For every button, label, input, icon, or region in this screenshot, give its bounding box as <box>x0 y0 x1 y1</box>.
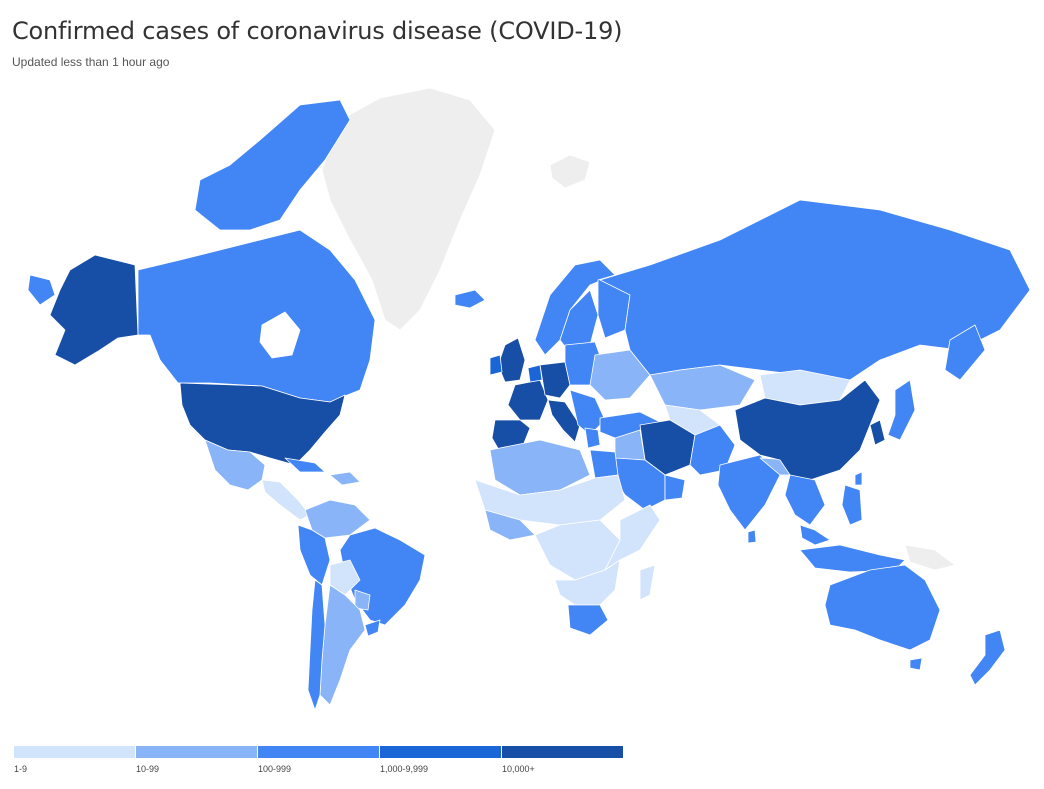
legend-swatch <box>502 746 623 758</box>
region-iceland[interactable] <box>454 289 486 309</box>
region-indochina[interactable] <box>784 474 826 526</box>
legend-item: 1-9 <box>14 746 135 774</box>
page-title: Confirmed cases of coronavirus disease (… <box>12 17 623 45</box>
region-balkans[interactable] <box>569 389 606 436</box>
legend-swatch <box>14 746 135 758</box>
region-sri-lanka[interactable] <box>747 529 757 544</box>
legend-label: 1-9 <box>14 764 28 774</box>
legend-swatch <box>380 746 501 758</box>
region-japan[interactable] <box>887 379 916 441</box>
region-bolivia[interactable] <box>329 559 361 596</box>
legend-swatch <box>258 746 379 758</box>
region-ireland[interactable] <box>489 354 503 376</box>
legend-label: 10,000+ <box>502 764 535 774</box>
region-alaska-peninsula[interactable] <box>27 274 56 306</box>
region-west-africa[interactable] <box>484 509 536 541</box>
region-north-africa[interactable] <box>489 439 591 496</box>
region-uruguay[interactable] <box>364 619 381 637</box>
region-italy[interactable] <box>547 399 581 443</box>
legend-swatch <box>136 746 257 758</box>
region-caribbean[interactable] <box>329 471 361 486</box>
region-usa[interactable] <box>179 382 346 466</box>
region-australia[interactable] <box>824 564 941 651</box>
region-new-guinea[interactable] <box>904 544 956 571</box>
region-china[interactable] <box>734 379 881 481</box>
legend: 1-9 10-99 100-999 1,000-9,999 10,000+ <box>14 746 624 774</box>
region-greece[interactable] <box>584 427 601 449</box>
legend-item: 10,000+ <box>502 746 623 774</box>
region-uk[interactable] <box>497 337 526 383</box>
region-svalbard[interactable] <box>549 154 591 189</box>
region-new-zealand[interactable] <box>969 629 1006 686</box>
region-russia-east[interactable] <box>944 324 986 381</box>
legend-item: 1,000-9,999 <box>380 746 501 774</box>
legend-label: 100-999 <box>258 764 292 774</box>
region-paraguay[interactable] <box>354 589 371 611</box>
region-hudson-bay[interactable] <box>259 311 301 359</box>
region-korea[interactable] <box>869 419 886 446</box>
update-status: Updated less than 1 hour ago <box>12 55 170 69</box>
region-east-africa[interactable] <box>604 504 661 571</box>
legend-label: 1,000-9,999 <box>380 764 429 774</box>
region-canada-arctic[interactable] <box>194 99 351 231</box>
region-southern-africa[interactable] <box>554 559 621 606</box>
region-cuba[interactable] <box>284 457 326 473</box>
region-canada[interactable] <box>137 229 376 403</box>
region-gulf-states[interactable] <box>664 474 686 501</box>
region-malaysia[interactable] <box>799 524 831 546</box>
region-madagascar[interactable] <box>639 564 656 601</box>
region-south-africa[interactable] <box>567 604 609 636</box>
region-central-america[interactable] <box>261 479 311 521</box>
legend-label: 10-99 <box>136 764 160 774</box>
region-tasmania[interactable] <box>909 657 923 671</box>
region-philippines[interactable] <box>841 484 863 526</box>
region-greenland[interactable] <box>321 87 496 331</box>
region-indonesia[interactable] <box>799 544 906 573</box>
region-peru-ecuador[interactable] <box>297 524 331 586</box>
region-germany[interactable] <box>539 361 571 399</box>
region-taiwan[interactable] <box>854 471 863 486</box>
region-france[interactable] <box>507 379 549 421</box>
region-benelux[interactable] <box>527 364 543 383</box>
region-chile[interactable] <box>307 579 326 711</box>
legend-item: 10-99 <box>136 746 257 774</box>
world-map <box>0 80 1044 720</box>
region-alaska[interactable] <box>49 254 139 366</box>
region-russia[interactable] <box>599 199 1031 381</box>
legend-item: 100-999 <box>258 746 379 774</box>
region-egypt[interactable] <box>589 449 619 479</box>
